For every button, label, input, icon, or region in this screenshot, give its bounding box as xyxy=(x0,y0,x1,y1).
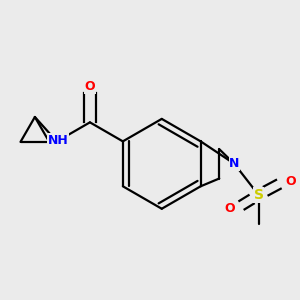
Text: S: S xyxy=(254,188,263,202)
Text: O: O xyxy=(225,202,235,215)
Text: O: O xyxy=(85,80,95,93)
Text: N: N xyxy=(229,157,239,170)
Text: O: O xyxy=(285,175,296,188)
Text: NH: NH xyxy=(48,134,68,147)
